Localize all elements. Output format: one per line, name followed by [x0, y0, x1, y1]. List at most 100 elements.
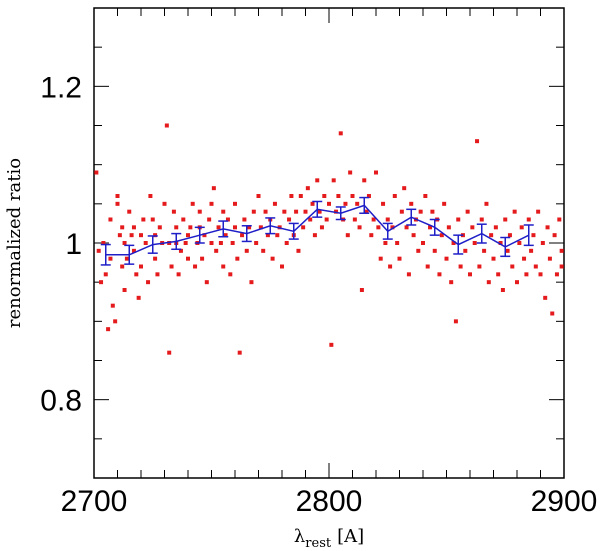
- scatter-point: [275, 233, 280, 238]
- scatter-point: [101, 241, 106, 245]
- scatter-point: [559, 248, 564, 253]
- x-axis-title-sub: rest: [305, 536, 332, 551]
- scatter-point: [336, 194, 341, 198]
- scatter-point: [197, 209, 202, 214]
- scatter-point: [99, 280, 104, 285]
- scatter-point: [242, 217, 247, 222]
- scatter-point: [522, 256, 527, 261]
- axis-ticks: [93, 7, 565, 479]
- scatter-point: [468, 272, 472, 277]
- scatter-point: [557, 217, 562, 222]
- scatter-point: [475, 139, 480, 144]
- x-axis-title: λrest [A]: [294, 526, 364, 551]
- x-tick-label: 2700: [61, 485, 128, 518]
- scatter-point: [437, 272, 442, 277]
- scatter-point: [385, 217, 390, 222]
- scatter-point: [134, 272, 139, 277]
- scatter-point: [115, 194, 120, 198]
- scatter-point: [221, 209, 226, 214]
- scatter-point: [171, 209, 176, 214]
- scatter-point: [139, 233, 143, 238]
- scatter-point: [193, 264, 198, 269]
- scatter-point: [225, 217, 230, 222]
- scatter-point: [301, 225, 306, 230]
- scatter-point: [162, 201, 167, 206]
- scatter-point: [207, 217, 212, 222]
- scatter-point: [240, 233, 245, 238]
- scatter-point: [526, 217, 531, 222]
- scatter-point: [425, 264, 430, 269]
- scatter-point: [538, 272, 543, 277]
- scatter-point: [510, 264, 515, 269]
- scatter-point: [228, 272, 233, 277]
- scatter-point: [131, 248, 136, 253]
- x-tick-label: 2900: [531, 485, 598, 518]
- scatter-point: [369, 233, 374, 238]
- scatter-point: [554, 272, 559, 277]
- scatter-point: [355, 201, 360, 206]
- scatter-point: [348, 170, 353, 175]
- scatter-point: [331, 178, 336, 183]
- scatter-point: [294, 209, 299, 214]
- scatter-point: [153, 233, 158, 238]
- scatter-point: [444, 256, 449, 261]
- scatter-point: [486, 280, 491, 285]
- scatter-point: [442, 201, 447, 206]
- scatter-point: [402, 186, 407, 191]
- scatter-point: [458, 264, 463, 269]
- scatter-point: [153, 256, 158, 261]
- scatter-point: [289, 194, 294, 198]
- scatter-point: [470, 225, 475, 230]
- scatter-point: [536, 209, 541, 214]
- scatter-point: [174, 225, 179, 230]
- scatter-point: [498, 241, 503, 245]
- y-tick-label: 1.2: [40, 71, 82, 104]
- scatter-point: [233, 225, 237, 230]
- scatter-point: [204, 280, 209, 285]
- scatter-point: [423, 194, 428, 198]
- scatter-point: [479, 217, 484, 222]
- scatter-point: [272, 201, 277, 206]
- scatter-point: [374, 170, 378, 175]
- scatter-point: [515, 280, 519, 285]
- scatter-point: [176, 272, 181, 277]
- scatter-point: [214, 248, 219, 253]
- scatter-point: [200, 256, 205, 261]
- scatter-point: [310, 201, 315, 206]
- scatter-point: [477, 264, 482, 269]
- scatter-point: [529, 248, 534, 253]
- scatter-point: [265, 233, 270, 238]
- scatter-point: [258, 225, 263, 230]
- scatter-point: [371, 217, 376, 222]
- scatter-point: [251, 209, 256, 214]
- scatter-point: [463, 248, 468, 253]
- scatter-point: [298, 194, 303, 198]
- y-axis-title: renormalized ratio: [4, 158, 25, 328]
- scatter-point: [406, 272, 411, 277]
- scatter-point: [319, 225, 324, 230]
- scatter-point: [472, 241, 477, 245]
- scatter-point: [282, 209, 287, 214]
- scatter-point: [357, 225, 362, 230]
- scatter-point: [411, 233, 416, 238]
- x-axis-title-unit: [A]: [337, 526, 364, 547]
- scatter-point: [524, 272, 529, 277]
- scatter-point: [390, 225, 395, 230]
- scatter-point: [484, 201, 489, 206]
- scatter-point: [545, 225, 550, 230]
- scatter-point: [254, 241, 259, 245]
- scatter-point: [540, 241, 545, 245]
- scatter-point: [559, 264, 564, 269]
- scatter-point: [364, 209, 369, 214]
- scatter-point: [329, 342, 334, 347]
- scatter-point: [94, 170, 99, 175]
- scatter-point: [482, 248, 487, 253]
- scatter-point: [496, 272, 501, 277]
- scatter-point: [284, 241, 289, 245]
- scatter-point: [500, 288, 505, 292]
- scatter-point: [188, 225, 193, 230]
- scatter-point: [343, 201, 348, 206]
- scatter-point: [366, 194, 371, 198]
- scatter-point: [352, 217, 357, 222]
- scatter-point: [503, 217, 508, 222]
